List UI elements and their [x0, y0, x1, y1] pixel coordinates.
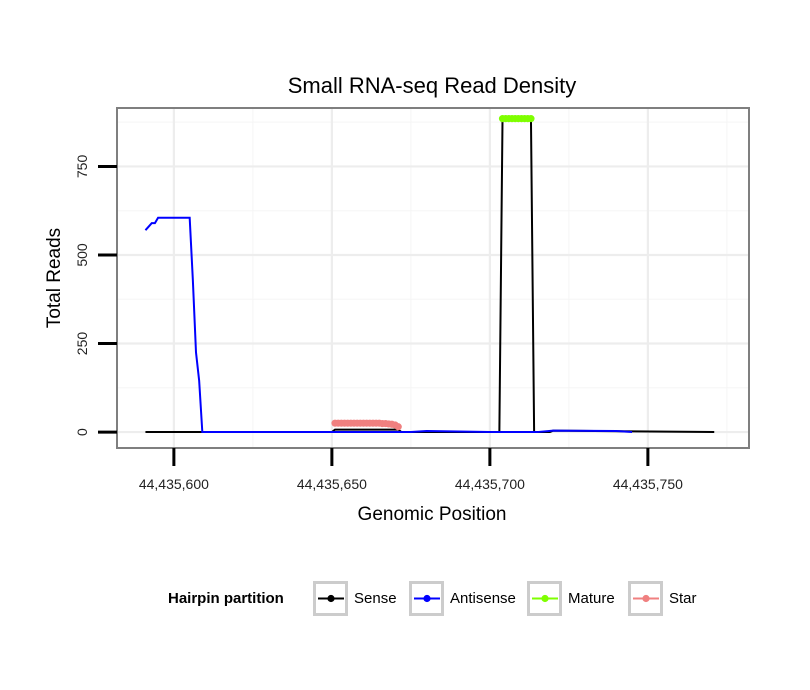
legend-key-point [423, 594, 431, 603]
legend-key-point [541, 594, 549, 603]
y-tick-label: 500 [74, 243, 90, 267]
legend-label: Mature [568, 590, 615, 607]
x-axis: 44,435,600 44,435,650 44,435,700 44,435,750 [139, 448, 683, 492]
y-tick-label: 0 [74, 428, 90, 436]
legend-label: Sense [354, 590, 397, 607]
legend-label: Star [669, 590, 697, 607]
legend-item-sense: Sense [313, 581, 397, 616]
chart-title: Small RNA-seq Read Density [288, 73, 577, 98]
series-star [331, 419, 402, 431]
legend-title: Hairpin partition [168, 590, 284, 607]
series-mature [498, 115, 535, 123]
legend-item-antisense: Antisense [409, 581, 516, 616]
legend-item-mature: Mature [527, 581, 615, 616]
series-antisense [144, 216, 633, 434]
plot-border [116, 107, 750, 449]
legend-item-star: Star [628, 581, 697, 616]
y-axis: 0 250 500 750 [74, 155, 117, 436]
legend-key-point [642, 594, 650, 603]
plot-background [117, 108, 749, 448]
plot-panel [116, 107, 750, 449]
series-line-antisense [144, 216, 633, 434]
y-axis-title: Total Reads [44, 228, 65, 328]
y-tick-label: 250 [74, 332, 90, 356]
data-series [144, 115, 715, 434]
y-tick-label: 750 [74, 155, 90, 179]
x-tick-label: 44,435,600 [139, 476, 209, 492]
legend-key-point [327, 594, 335, 603]
x-axis-title: Genomic Position [358, 504, 507, 525]
x-tick-label: 44,435,650 [297, 476, 367, 492]
legend-label: Antisense [450, 590, 516, 607]
data-point [394, 423, 402, 431]
legend: Hairpin partition Sense Antisense Mature St… [168, 581, 697, 616]
data-point [527, 115, 535, 123]
x-tick-label: 44,435,750 [613, 476, 683, 492]
x-tick-label: 44,435,700 [455, 476, 525, 492]
